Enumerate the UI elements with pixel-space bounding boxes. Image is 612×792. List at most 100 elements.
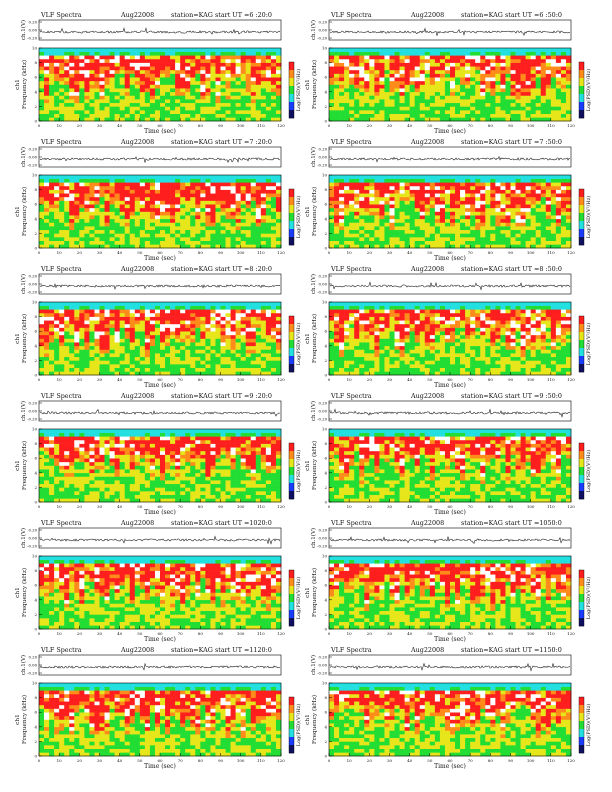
spectrogram-cell (364, 95, 370, 100)
spectrogram-cell (530, 88, 537, 93)
spectrogram-cell (510, 88, 516, 93)
spectrogram-cell (265, 182, 272, 187)
spectrogram-cell (114, 237, 120, 241)
spectrogram-cell (275, 66, 282, 71)
spectrogram-cell (495, 102, 501, 107)
spectrogram-cell (64, 55, 70, 60)
spectrogram-cell (119, 226, 126, 231)
spectrogram-cell (414, 218, 421, 223)
spectrogram-cell (74, 244, 80, 249)
spectrogram-cell (334, 233, 340, 238)
spectrogram-cell (344, 84, 350, 89)
spectrogram-cell (439, 117, 446, 122)
spectrogram-cell (394, 207, 400, 212)
spectrogram-cell (515, 204, 521, 209)
spectrogram-cell (230, 175, 236, 179)
spectrogram-cell (230, 185, 236, 190)
spectrogram-cell (175, 218, 181, 223)
spectrogram-cell (64, 342, 70, 347)
spectrogram-cell (154, 69, 161, 74)
spectrogram-cell (530, 204, 537, 209)
spectrogram-cell (444, 211, 451, 216)
spectrogram-cell (334, 218, 340, 223)
spectrogram-cell (530, 106, 537, 111)
spectrogram-cell (265, 69, 272, 74)
spectrogram-cell (434, 66, 441, 71)
spectrogram-cell (160, 77, 166, 82)
spectrogram-cell (175, 237, 181, 241)
spectrogram-cell (240, 240, 247, 245)
spectrogram-cell (455, 240, 461, 245)
panel-start-time: start UT =8 :20:0 (215, 265, 272, 273)
spectrogram-cell (505, 222, 511, 227)
spectrogram-cell (450, 84, 456, 89)
spectrogram-cell (220, 338, 226, 343)
spectrogram-cell (349, 55, 355, 60)
spectrogram-cell (250, 185, 257, 190)
spectrogram-cell (369, 200, 375, 205)
spectrogram-cell (185, 106, 191, 111)
spectrogram-cell (190, 207, 196, 212)
spectrogram-cell (205, 345, 211, 350)
spectrogram-cell (104, 95, 110, 100)
spectrogram-cell (200, 233, 206, 238)
spectrogram-cell (160, 189, 166, 194)
spectrogram-cell (190, 215, 196, 220)
spectrogram-cell (69, 182, 75, 187)
spectrogram-cell (379, 80, 385, 85)
spectrogram-cell (255, 323, 262, 328)
spectrogram-cell (260, 58, 267, 63)
spectrogram-cell (470, 58, 476, 63)
spectrogram-cell (364, 229, 370, 234)
spectrogram-cell (255, 215, 262, 220)
spectrogram-cell (500, 211, 506, 216)
spectrogram-cell (215, 73, 221, 78)
spectrogram-cell (495, 193, 501, 198)
spectrogram-cell (49, 353, 55, 358)
spectrogram-cell (124, 189, 131, 194)
spectrogram-cell (379, 91, 385, 96)
spectrogram-cell (374, 110, 380, 114)
spectrogram-cell (54, 302, 60, 306)
spectrogram-cell (444, 62, 451, 67)
spectrogram-cell (414, 99, 421, 104)
spectrogram-cell (450, 222, 456, 227)
spectrogram-cell (525, 58, 531, 63)
spectrogram-cell (165, 240, 171, 245)
spectrogram-cell (94, 364, 100, 368)
spectrogram-cell (455, 178, 461, 183)
spectrogram-cell (225, 73, 231, 78)
y-tick-label: 0 (34, 246, 37, 251)
spectrogram-cell (129, 66, 136, 71)
spectrogram-cell (154, 99, 161, 104)
spectrogram-cell (404, 51, 410, 56)
spectrogram-cell (89, 327, 95, 332)
spectrogram-cell (255, 305, 262, 310)
spectrogram-cell (560, 102, 567, 107)
spectrogram-cell (530, 237, 537, 241)
spectrogram-cell (404, 48, 410, 52)
spectrogram-cell (165, 113, 171, 118)
spectrogram-cell (114, 175, 120, 179)
spectrogram-cell (245, 58, 252, 63)
spectrogram-cell (485, 182, 491, 187)
spectrogram-cell (109, 316, 115, 321)
spectrogram-cell (439, 55, 446, 60)
spectrogram-cell (540, 207, 547, 212)
spectrogram-cell (434, 211, 441, 216)
spectrogram-cell (119, 222, 126, 227)
spectrogram-cell (139, 211, 146, 216)
spectrogram-cell (99, 323, 105, 328)
spectrogram-cell (215, 113, 221, 118)
spectrogram-cell (170, 211, 176, 216)
colorbar-segment (579, 221, 584, 230)
y-tick-label: 2 (324, 231, 327, 236)
spectrogram-cell (124, 106, 131, 111)
spectrogram-cell (124, 55, 131, 60)
spectrogram-cell (99, 175, 105, 179)
spectrogram-cell (555, 110, 562, 114)
spectrogram-cell (275, 229, 282, 234)
spectrogram-cell (39, 305, 45, 310)
spectrogram-cell (230, 189, 236, 194)
spectrogram-cell (399, 196, 405, 201)
